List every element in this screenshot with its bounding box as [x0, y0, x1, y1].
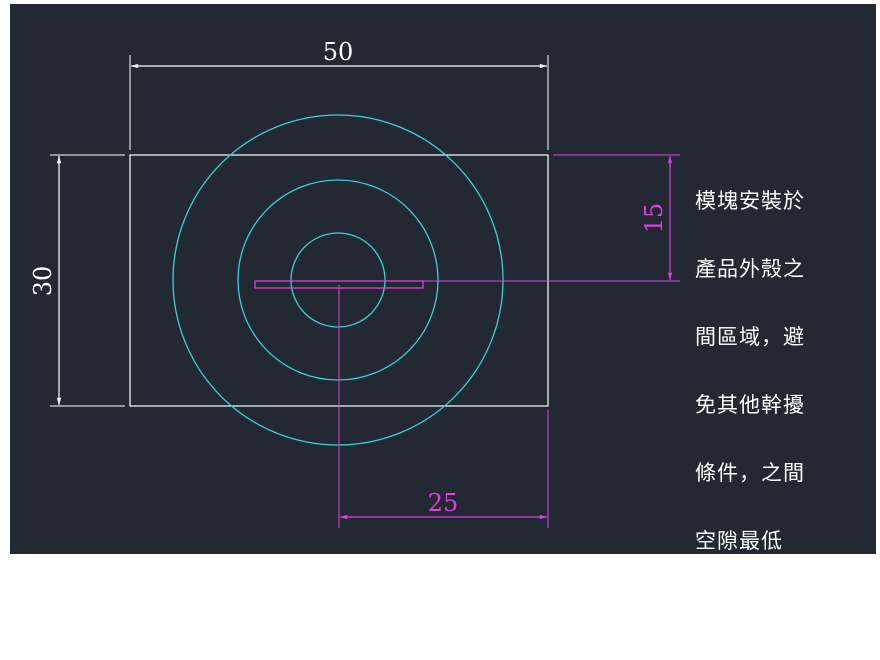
note-line: 間區域，避 [695, 325, 805, 349]
note-line: 免其他幹擾 [695, 393, 805, 417]
dimension-offset-vertical-label: 15 [640, 203, 668, 234]
dimension-width: 50 [129, 38, 549, 150]
dimension-height-label: 30 [29, 266, 57, 297]
note-line: 條件，之間 [695, 461, 805, 485]
dimension-offset-horizontal: 25 [338, 285, 549, 528]
note-line: 模塊安裝於 [695, 189, 805, 213]
dimension-width-label: 50 [323, 38, 354, 66]
note-line: 5mm， [695, 597, 775, 621]
inner-circle [290, 232, 386, 328]
middle-circle [237, 179, 439, 381]
cad-canvas [10, 4, 876, 554]
installation-note: 模塊安裝於 產品外殼之 間區域，避 免其他幹擾 條件，之間 空隙最低 5mm， [695, 150, 855, 660]
dimension-offset-vertical: 15 [423, 154, 680, 282]
outer-circle [172, 114, 504, 446]
note-line: 產品外殼之 [695, 257, 805, 281]
dimension-height: 30 [29, 154, 125, 407]
dimension-offset-horizontal-label: 25 [428, 489, 459, 517]
note-line: 空隙最低 [695, 529, 783, 553]
drawing: 50 30 15 25 [29, 38, 680, 528]
